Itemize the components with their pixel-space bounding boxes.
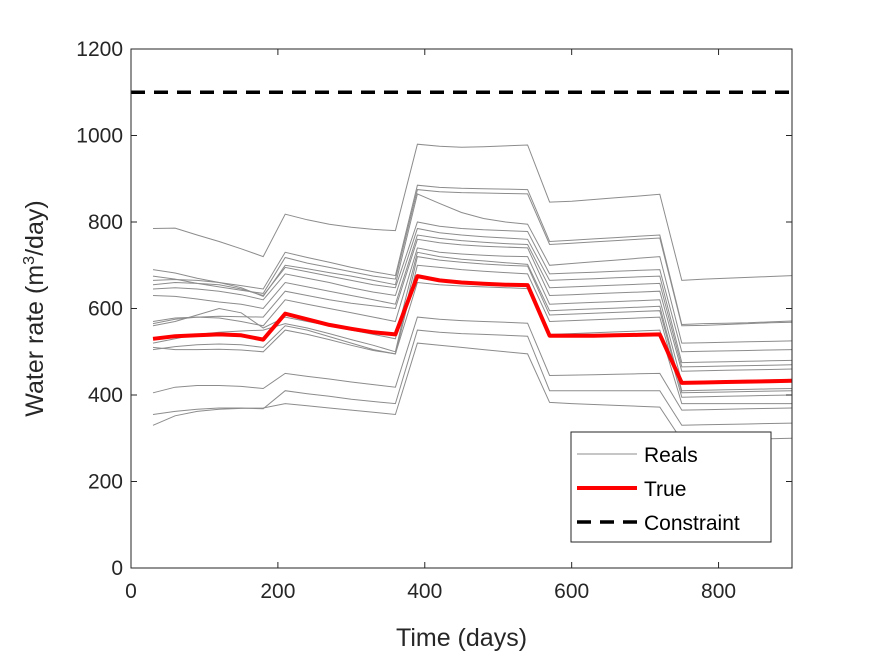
x-tick-label: 0 xyxy=(125,580,137,603)
x-axis-ticks: 0 200 400 600 800 xyxy=(125,49,736,603)
true-series-group xyxy=(152,274,792,385)
reals-line-5 xyxy=(152,221,792,353)
y-axis-label-tail: /day) xyxy=(21,200,49,256)
y-tick-label: 400 xyxy=(88,384,123,407)
reals-line-3 xyxy=(152,189,792,327)
reals-line-1 xyxy=(152,143,792,281)
y-axis-ticks: 0 200 400 600 800 1000 1200 xyxy=(76,38,792,580)
y-axis-label-main: Water rate (m xyxy=(21,265,49,417)
x-tick-label: 800 xyxy=(701,580,736,603)
reals-line-4 xyxy=(152,193,792,344)
legend-label-reals: Reals xyxy=(644,444,698,467)
legend-label-constraint: Constraint xyxy=(644,512,740,535)
y-tick-label: 1000 xyxy=(76,125,123,148)
true-line xyxy=(152,274,792,385)
reals-line-14 xyxy=(152,316,792,411)
x-tick-label: 400 xyxy=(407,580,442,603)
reals-line-15 xyxy=(152,329,792,426)
reals-line-2 xyxy=(152,184,792,326)
x-tick-label: 600 xyxy=(554,580,589,603)
x-axis-label: Time (days) xyxy=(396,624,527,652)
y-axis-label: Water rate (m3/day) xyxy=(21,200,49,416)
reals-line-10 xyxy=(152,251,792,392)
reals-line-11 xyxy=(152,256,792,394)
reals-line-7 xyxy=(152,234,792,368)
legend-label-true: True xyxy=(644,478,686,501)
y-tick-label: 600 xyxy=(88,298,123,321)
y-tick-label: 1200 xyxy=(76,38,123,61)
reals-line-8 xyxy=(152,238,792,372)
reals-line-6 xyxy=(152,227,792,364)
y-tick-label: 800 xyxy=(88,211,123,234)
y-axis-label-superscript: 3 xyxy=(21,256,38,265)
y-tick-label: 0 xyxy=(111,557,123,580)
y-tick-label: 200 xyxy=(88,471,123,494)
legend: Reals True Constraint xyxy=(570,431,772,543)
x-tick-label: 200 xyxy=(260,580,295,603)
reals-line-12 xyxy=(152,264,792,398)
reals-line-13 xyxy=(152,281,792,405)
